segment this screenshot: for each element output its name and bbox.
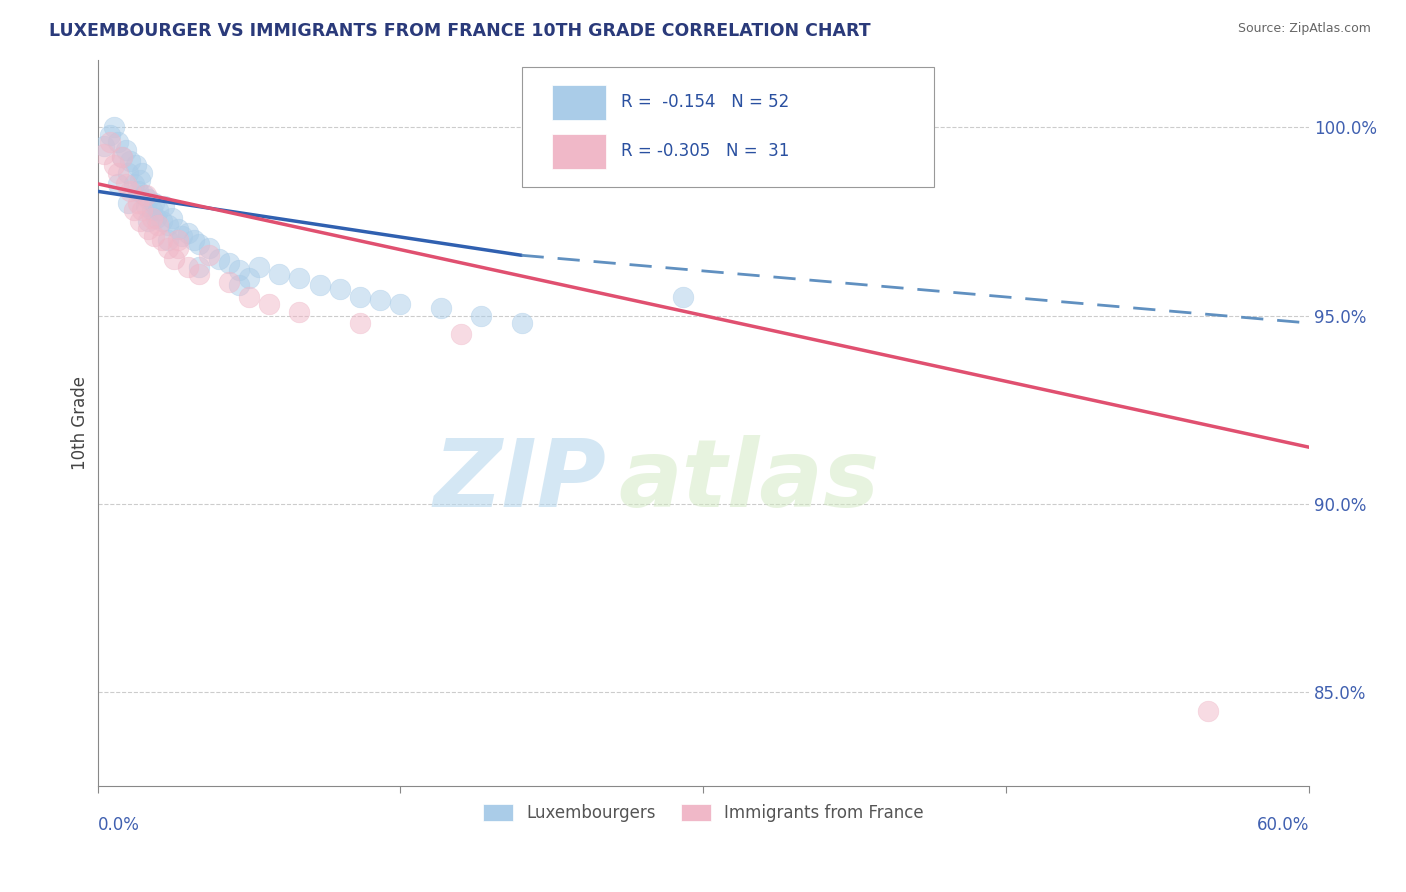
Point	[228, 263, 250, 277]
Point	[118, 154, 141, 169]
Point	[146, 218, 169, 232]
Point	[269, 267, 291, 281]
Point	[329, 282, 352, 296]
Point	[183, 233, 205, 247]
Point	[135, 188, 157, 202]
Text: 60.0%: 60.0%	[1257, 816, 1309, 834]
Point	[167, 222, 190, 236]
Point	[131, 203, 153, 218]
Point	[129, 173, 152, 187]
Point	[470, 309, 492, 323]
Point	[187, 260, 209, 274]
Point	[238, 290, 260, 304]
Point	[122, 203, 145, 218]
Point	[450, 327, 472, 342]
Point	[135, 199, 157, 213]
Text: ZIP: ZIP	[433, 435, 606, 527]
Point	[162, 211, 184, 225]
Point	[177, 260, 200, 274]
Point	[510, 316, 533, 330]
Point	[228, 278, 250, 293]
Point	[131, 165, 153, 179]
Point	[172, 229, 194, 244]
Point	[349, 316, 371, 330]
Point	[117, 195, 139, 210]
Point	[122, 177, 145, 191]
Point	[98, 136, 121, 150]
Point	[187, 267, 209, 281]
Point	[167, 233, 190, 247]
Point	[107, 177, 129, 191]
Point	[150, 214, 173, 228]
Point	[157, 241, 180, 255]
Point	[117, 165, 139, 179]
Point	[111, 151, 134, 165]
Text: R = -0.305   N =  31: R = -0.305 N = 31	[621, 142, 789, 161]
Point	[93, 146, 115, 161]
Point	[288, 304, 311, 318]
Point	[118, 184, 141, 198]
Text: R =  -0.154   N = 52: R = -0.154 N = 52	[621, 93, 789, 112]
FancyBboxPatch shape	[522, 67, 934, 186]
Point	[157, 218, 180, 232]
Point	[1197, 704, 1219, 718]
Point	[143, 195, 166, 210]
Point	[197, 248, 219, 262]
Point	[167, 241, 190, 255]
Point	[107, 136, 129, 150]
Point	[136, 192, 159, 206]
Text: 0.0%: 0.0%	[97, 816, 139, 834]
Point	[115, 177, 138, 191]
Point	[136, 214, 159, 228]
Point	[136, 222, 159, 236]
Point	[430, 301, 453, 315]
Point	[141, 211, 163, 225]
Point	[153, 199, 176, 213]
Point	[389, 297, 412, 311]
Point	[93, 139, 115, 153]
FancyBboxPatch shape	[553, 86, 606, 120]
Point	[157, 233, 180, 247]
Point	[150, 233, 173, 247]
Point	[257, 297, 280, 311]
Point	[672, 290, 695, 304]
Point	[208, 252, 231, 266]
Point	[218, 256, 240, 270]
Point	[103, 120, 125, 135]
Text: Source: ZipAtlas.com: Source: ZipAtlas.com	[1237, 22, 1371, 36]
Point	[197, 241, 219, 255]
Point	[187, 237, 209, 252]
Point	[141, 203, 163, 218]
Point	[143, 229, 166, 244]
Point	[103, 158, 125, 172]
Point	[247, 260, 270, 274]
Point	[238, 271, 260, 285]
Text: atlas: atlas	[619, 435, 880, 527]
Point	[177, 226, 200, 240]
Legend: Luxembourgers, Immigrants from France: Luxembourgers, Immigrants from France	[477, 797, 931, 829]
Point	[163, 252, 186, 266]
Point	[349, 290, 371, 304]
Point	[98, 128, 121, 142]
Point	[107, 165, 129, 179]
Point	[218, 275, 240, 289]
Y-axis label: 10th Grade: 10th Grade	[72, 376, 89, 470]
Text: LUXEMBOURGER VS IMMIGRANTS FROM FRANCE 10TH GRADE CORRELATION CHART: LUXEMBOURGER VS IMMIGRANTS FROM FRANCE 1…	[49, 22, 870, 40]
FancyBboxPatch shape	[553, 135, 606, 169]
Point	[129, 214, 152, 228]
Point	[132, 188, 155, 202]
Point	[288, 271, 311, 285]
Point	[127, 195, 149, 210]
Point	[308, 278, 330, 293]
Point	[145, 211, 167, 225]
Point	[111, 151, 134, 165]
Point	[368, 293, 391, 308]
Point	[127, 184, 149, 198]
Point	[115, 143, 138, 157]
Point	[125, 158, 148, 172]
Point	[146, 203, 169, 218]
